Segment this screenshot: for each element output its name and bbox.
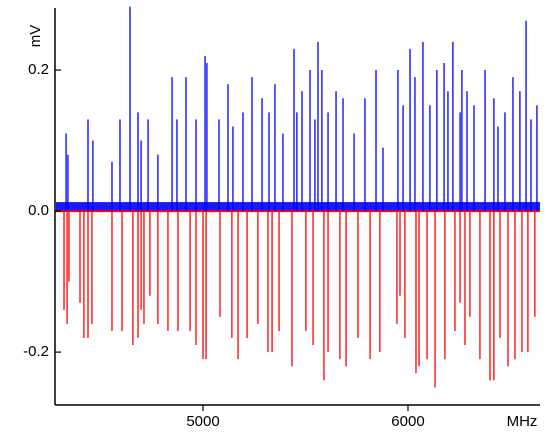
y-tick-label: 0.0 <box>28 202 49 219</box>
y-tick-label: 0.2 <box>28 61 49 78</box>
x-tick-label: 6000 <box>391 413 424 430</box>
y-tick-label: -0.2 <box>23 343 49 360</box>
y-axis-label: mV <box>27 25 44 48</box>
x-tick-label: 5000 <box>186 413 219 430</box>
x-axis-label: MHz <box>507 413 538 430</box>
noise-band <box>56 202 540 212</box>
plot-area <box>56 6 540 388</box>
